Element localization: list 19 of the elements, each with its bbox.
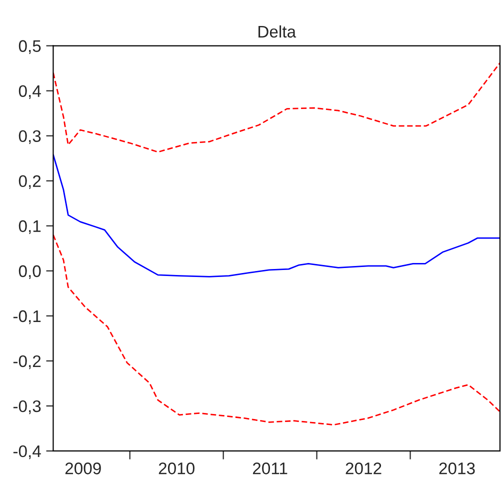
y-tick-label: 0,4 bbox=[18, 85, 41, 99]
x-tick-label: 2013 bbox=[439, 462, 475, 474]
x-tick-label: 2011 bbox=[252, 462, 288, 474]
y-tick-label: 0,2 bbox=[18, 175, 41, 190]
y-tick-label: 0,3 bbox=[18, 130, 41, 144]
line-series bbox=[53, 62, 500, 153]
x-tick-label: 2010 bbox=[158, 462, 194, 474]
line-series bbox=[53, 234, 500, 426]
y-tick-label: 0,1 bbox=[18, 220, 41, 234]
y-tick-label: -0,1 bbox=[13, 310, 41, 324]
y-tick-label: -0,2 bbox=[13, 355, 41, 370]
y-tick-label: 0,5 bbox=[18, 40, 41, 54]
y-tick-label: -0,4 bbox=[13, 445, 41, 460]
line-series bbox=[53, 154, 500, 278]
y-tick-label: -0,3 bbox=[13, 400, 41, 414]
x-tick-label: 2009 bbox=[65, 462, 101, 474]
y-tick-label: 0,0 bbox=[18, 265, 41, 280]
chart-title: Delta bbox=[258, 25, 296, 38]
x-tick-label: 2012 bbox=[346, 462, 382, 474]
